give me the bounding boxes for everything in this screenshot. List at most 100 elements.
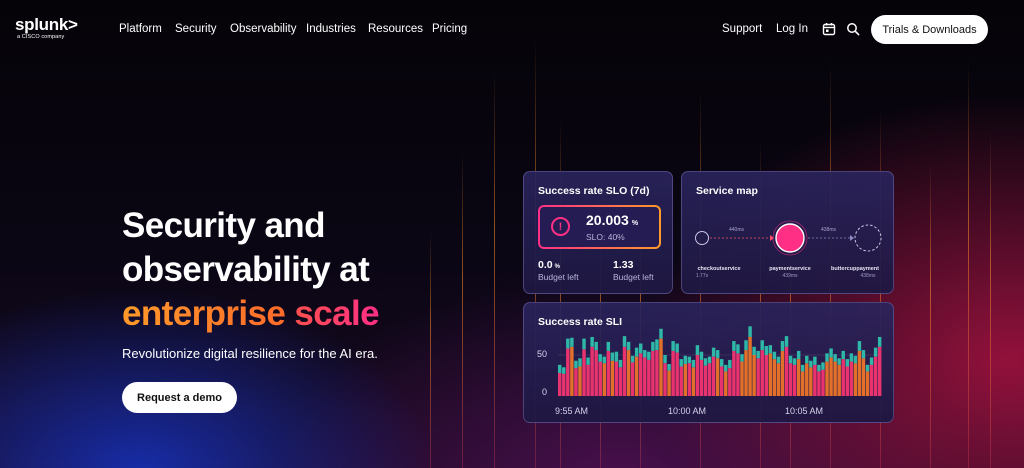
light-streak bbox=[990, 130, 991, 468]
budget-ratio-value: 1.33 bbox=[613, 259, 634, 271]
top-nav: splunk> a CISCO company Platform Securit… bbox=[0, 0, 1024, 60]
sli-bar bbox=[732, 350, 736, 396]
hero-title-line-3: enterprise scale bbox=[122, 292, 380, 336]
nav-pricing[interactable]: Pricing bbox=[432, 23, 468, 35]
sli-bar bbox=[748, 336, 752, 396]
sli-bar-top bbox=[679, 359, 683, 367]
sli-bar-top bbox=[845, 359, 849, 367]
edge-arrow-1 bbox=[770, 235, 774, 241]
budget-left-label: Budget left bbox=[538, 272, 579, 282]
trials-downloads-button[interactable]: Trials & Downloads bbox=[871, 15, 988, 44]
nav-support[interactable]: Support bbox=[722, 23, 763, 35]
sli-bar bbox=[764, 355, 768, 396]
sli-bar-top bbox=[801, 364, 805, 372]
hero-title-line-2: observability at bbox=[122, 250, 370, 289]
sli-bar-top bbox=[784, 336, 789, 347]
sli-bar bbox=[602, 363, 606, 396]
nav-observability[interactable]: Observability bbox=[230, 23, 297, 35]
sli-bar-top bbox=[647, 351, 651, 360]
calendar-icon[interactable] bbox=[822, 22, 836, 36]
light-streak bbox=[968, 60, 969, 468]
sli-bar bbox=[574, 368, 578, 396]
nav-platform[interactable]: Platform bbox=[119, 23, 162, 35]
sli-bar-top bbox=[594, 341, 598, 351]
latency-label-2: 438ms bbox=[821, 227, 837, 233]
sli-bar bbox=[610, 360, 615, 396]
slo-value-number: 20.003 bbox=[586, 212, 629, 228]
sli-bar-chart bbox=[558, 326, 882, 396]
budget-left-number: 0.0 bbox=[538, 259, 553, 271]
nav-industries[interactable]: Industries bbox=[306, 23, 356, 35]
sli-bar-top bbox=[711, 347, 716, 357]
sli-bar-top bbox=[720, 359, 724, 367]
sli-bar-top bbox=[764, 345, 768, 355]
sli-bar bbox=[865, 371, 870, 396]
hero-title-accent-scale: scale bbox=[294, 294, 379, 333]
sli-bar-top bbox=[869, 357, 874, 365]
sli-bar bbox=[703, 365, 708, 396]
service-label-buttercup: buttercuppayment bbox=[831, 266, 879, 272]
sli-bar-top bbox=[610, 352, 615, 361]
budget-left-value: 0.0% bbox=[538, 259, 560, 271]
sli-bar-top bbox=[817, 364, 821, 372]
sli-bar-top bbox=[752, 346, 756, 355]
budget-ratio-label: Budget left bbox=[613, 272, 654, 282]
service-map-title: Service map bbox=[696, 185, 758, 197]
sli-bar bbox=[845, 366, 849, 396]
slo-value: 20.003% bbox=[586, 212, 638, 228]
sli-bar bbox=[877, 346, 882, 396]
node-paymentservice[interactable] bbox=[775, 223, 805, 253]
search-icon[interactable] bbox=[846, 22, 860, 36]
sli-bar bbox=[768, 353, 773, 396]
nav-login[interactable]: Log In bbox=[776, 23, 808, 35]
sli-bar bbox=[594, 350, 598, 396]
request-demo-button[interactable]: Request a demo bbox=[122, 382, 237, 413]
service-sub-payment: 439ms bbox=[782, 273, 798, 279]
sli-bar-top bbox=[768, 345, 773, 354]
sli-bar-top bbox=[578, 358, 582, 367]
sli-bar-top bbox=[643, 350, 647, 358]
sli-bar-top bbox=[861, 350, 866, 359]
service-map-graph bbox=[695, 220, 882, 256]
sli-bar-top bbox=[792, 358, 797, 365]
sli-bar bbox=[618, 367, 623, 396]
sli-bar-top bbox=[566, 338, 570, 349]
slo-status-box: ! 20.003% SLO: 40% bbox=[538, 205, 661, 249]
sli-chart-title: Success rate SLI bbox=[538, 316, 623, 328]
sli-bar-top bbox=[760, 340, 764, 351]
sli-bar bbox=[861, 358, 866, 396]
sli-bar-top bbox=[558, 364, 562, 374]
sli-bar-top bbox=[683, 355, 687, 365]
x-tick-1000: 10:00 AM bbox=[668, 406, 707, 416]
hero-title-accent-enterprise: enterprise bbox=[122, 294, 286, 333]
sli-bar bbox=[598, 361, 602, 396]
node-checkoutservice[interactable] bbox=[695, 231, 709, 245]
sli-bar bbox=[695, 355, 700, 396]
sli-bar-top bbox=[809, 360, 813, 368]
slo-card: Success rate SLO (7d) ! 20.003% SLO: 40%… bbox=[523, 171, 673, 294]
logo-subtitle: a CISCO company bbox=[17, 34, 65, 40]
hero-title-line-1: Security and bbox=[122, 206, 325, 245]
light-streak bbox=[494, 70, 495, 468]
sli-bar bbox=[857, 350, 862, 396]
node-buttercuppayment[interactable] bbox=[854, 224, 882, 252]
nav-security[interactable]: Security bbox=[175, 23, 217, 35]
sli-bar bbox=[740, 361, 744, 396]
sli-bar-top bbox=[606, 341, 611, 351]
sli-bar-top bbox=[796, 350, 801, 360]
sli-bar bbox=[833, 361, 837, 396]
sli-bar bbox=[837, 364, 841, 396]
sli-bar bbox=[679, 366, 683, 396]
sli-bar bbox=[801, 371, 805, 396]
sli-bar-top bbox=[724, 364, 728, 372]
sli-bar bbox=[744, 350, 748, 396]
splunk-logo[interactable]: splunk> a CISCO company bbox=[15, 16, 78, 41]
sli-bar-top bbox=[703, 358, 708, 366]
nav-resources[interactable]: Resources bbox=[368, 23, 423, 35]
sli-bar-top bbox=[877, 336, 882, 347]
y-tick-0: 0 bbox=[542, 387, 548, 397]
sli-bar bbox=[873, 356, 878, 396]
sli-bar-top bbox=[772, 351, 777, 360]
service-sub-checkout: 1.77s bbox=[695, 273, 709, 279]
y-tick-50: 50 bbox=[537, 349, 548, 359]
